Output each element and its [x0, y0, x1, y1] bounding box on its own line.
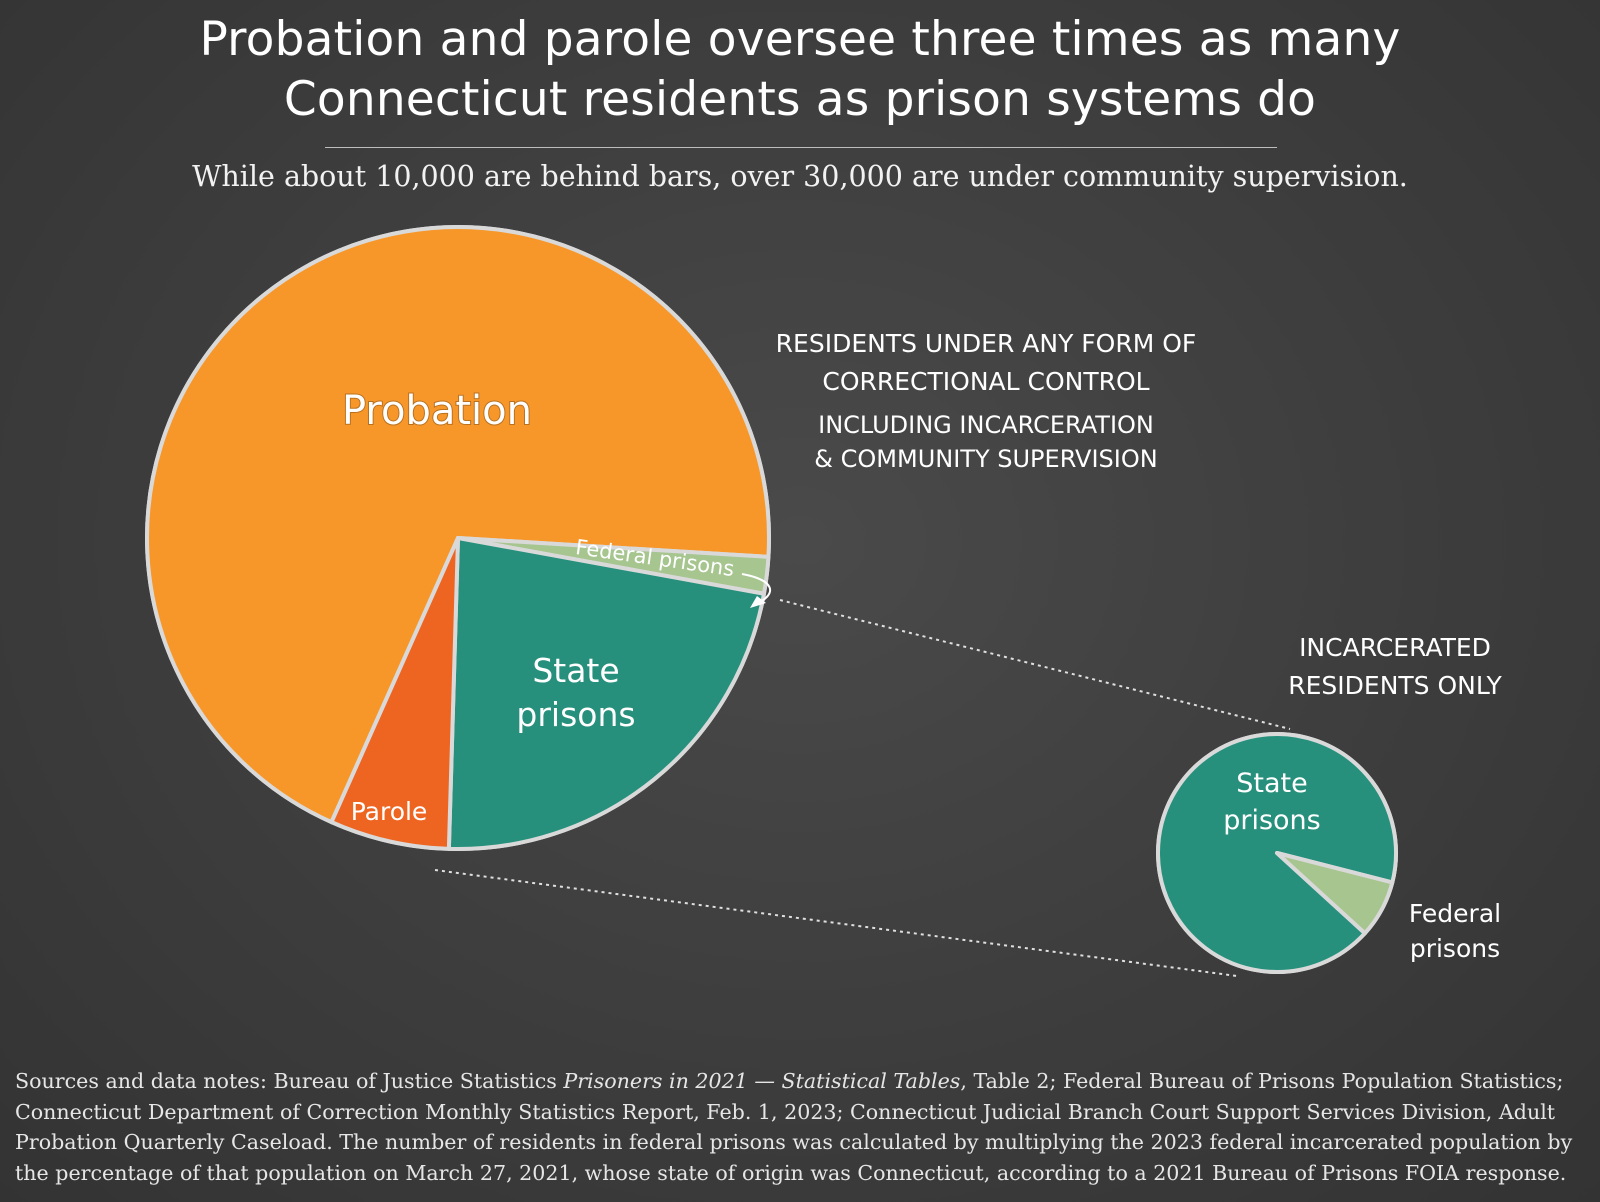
chart-subtitle: While about 10,000 are behind bars, over…	[192, 160, 1408, 193]
small-state-prisons-label-line-2: prisons	[1223, 805, 1321, 836]
state-prisons-label-line-2: prisons	[516, 695, 635, 734]
chart-title-line-2: Connecticut residents as prison systems …	[283, 72, 1317, 127]
main-pie	[145, 225, 771, 851]
parole-label: Parole	[351, 797, 428, 826]
probation-label: Probation	[342, 388, 532, 434]
connector-line-bottom	[434, 869, 1238, 977]
main-pie-subtitle-line-1: INCLUDING INCARCERATION	[818, 411, 1154, 439]
connector-line-top	[779, 599, 1291, 730]
small-state-prisons-label-line-1: State	[1236, 768, 1307, 799]
chart-title: Probation and parole oversee three times…	[0, 10, 1600, 130]
small-federal-prisons-label-line-2: prisons	[1410, 934, 1500, 963]
state-prisons-label-line-1: State	[532, 651, 619, 690]
main-pie-subtitle-line-2: & COMMUNITY SUPERVISION	[814, 445, 1157, 473]
main-pie-slice-probation	[145, 225, 771, 825]
main-pie-slice-parole	[329, 536, 460, 851]
main-pie-title-line-2: CORRECTIONAL CONTROL	[822, 367, 1149, 396]
title-divider	[325, 147, 1277, 148]
federal-arrowhead-icon	[750, 596, 766, 608]
small-pie-slice-state-prisons	[1156, 732, 1398, 975]
notes-rest: , Table 2; Federal Bureau of Prisons Pop…	[15, 1069, 1573, 1185]
small-pie-slice-federal-prisons	[1275, 851, 1395, 936]
sources-and-notes: Sources and data notes: Bureau of Justic…	[15, 1066, 1587, 1188]
small-pie-title-line-1: INCARCERATED	[1299, 633, 1491, 662]
notes-prefix: Sources and data notes: Bureau of Justic…	[15, 1069, 564, 1093]
small-pie	[1156, 732, 1398, 975]
main-pie-title-line-1: RESIDENTS UNDER ANY FORM OF	[776, 329, 1197, 358]
notes-report-title: Prisoners in 2021 — Statistical Tables	[563, 1069, 961, 1093]
small-pie-title-line-2: RESIDENTS ONLY	[1288, 671, 1502, 700]
chart-title-line-1: Probation and parole oversee three times…	[199, 12, 1401, 67]
small-federal-prisons-label-line-1: Federal	[1409, 899, 1501, 928]
main-pie-slice-state-prisons	[446, 536, 766, 851]
